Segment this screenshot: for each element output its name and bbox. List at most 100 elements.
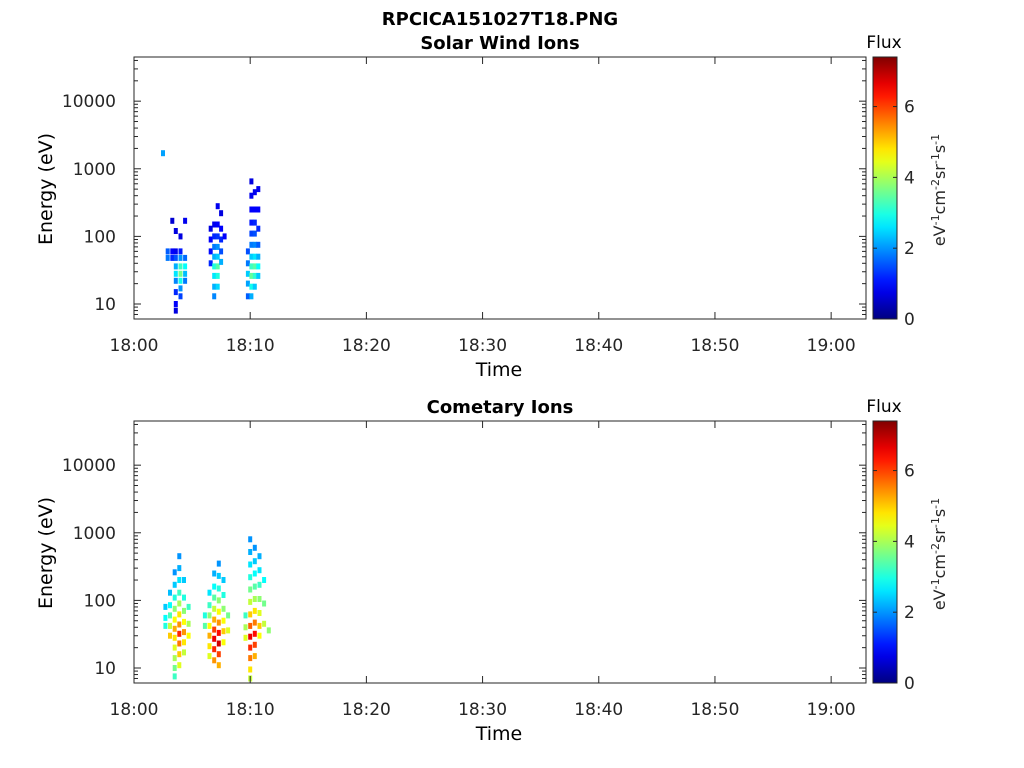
cometary-cell (221, 639, 226, 646)
cometary-cell (248, 598, 253, 605)
cometary-cell (248, 644, 253, 651)
solar-wind-cell (222, 233, 227, 240)
cometary-cell (243, 634, 248, 641)
cometary-cell (226, 627, 231, 634)
cometary-cell (168, 589, 172, 596)
solar-wind-cell (183, 270, 188, 277)
cometary-cell (216, 585, 221, 592)
solar-wind-x-tick-label: 19:00 (807, 336, 856, 356)
solar-wind-cell (212, 283, 217, 290)
cometary-cell (172, 625, 177, 632)
cometary-cell (212, 616, 217, 623)
cometary-cell (252, 583, 257, 590)
solar-wind-cell (173, 307, 178, 314)
solar-wind-cell (249, 253, 254, 260)
solar-wind-cell (256, 241, 261, 248)
cometary-cell (216, 640, 221, 647)
cometary-colorbar-tick-label: 0 (904, 674, 915, 694)
cometary-cell (207, 622, 212, 629)
cometary-cell (177, 640, 182, 647)
cometary-cell (266, 627, 271, 634)
cometary-cell (252, 570, 257, 577)
cometary-y-tick-label: 10 (94, 659, 116, 679)
cometary-cell (186, 603, 191, 610)
cometary-colorbar-unit-label: eV-1cm-2sr-1s-1 (929, 498, 950, 610)
solar-wind-cell (249, 230, 254, 237)
cometary-cell (252, 641, 257, 648)
solar-wind-cell (256, 225, 261, 232)
solar-wind-cell (212, 221, 217, 228)
cometary-plot-area: 18:00 18:10 18:20 18:30 18:40 18:50 19:00 10 100… (62, 420, 867, 720)
figure-title: RPCICA151027T18.PNG (382, 9, 618, 30)
cometary-cell (182, 649, 186, 656)
cometary-colorbar-tick-label: 6 (904, 462, 915, 482)
cometary-x-tick-label: 18:20 (342, 700, 391, 720)
cometary-colorbar-gradient (872, 420, 898, 684)
solar-wind-cell (208, 236, 213, 243)
cometary-cell (248, 586, 253, 593)
cometary-cell (257, 610, 262, 616)
cometary-cell (257, 596, 262, 602)
ylabel-cometary: Energy (eV) (35, 497, 57, 609)
solar-wind-cell (215, 233, 220, 240)
cometary-cell (212, 646, 217, 653)
cometary-cell (216, 662, 221, 669)
cometary-cell (202, 612, 207, 619)
cometary-cell (172, 605, 177, 612)
cometary-cell (207, 589, 212, 596)
solar-wind-cell (252, 253, 257, 260)
cometary-cell (177, 553, 182, 560)
cometary-x-tick-label: 18:50 (690, 700, 739, 720)
solar-wind-x-tick-label: 18:40 (574, 336, 623, 356)
cometary-cell (221, 628, 226, 635)
solar-wind-colorbar-tick-label: 4 (904, 168, 915, 188)
solar-wind-cell (249, 293, 254, 300)
cometary-cell (212, 583, 217, 590)
solar-wind-cell (173, 254, 178, 261)
cometary-cell (168, 632, 172, 639)
solar-wind-cell (173, 270, 178, 277)
cometary-cell (212, 605, 217, 612)
solar-wind-cell (178, 285, 183, 292)
solar-wind-cell (252, 272, 257, 279)
solar-wind-cell (215, 203, 220, 210)
cometary-cell (172, 644, 177, 651)
cometary-cell (221, 577, 226, 583)
cometary-x-tick-label: 19:00 (807, 700, 856, 720)
solar-wind-cell (219, 258, 224, 265)
solar-wind-cell (245, 270, 250, 277)
solar-wind-cell (219, 210, 224, 217)
solar-wind-cell (165, 254, 170, 261)
cometary-cell (257, 632, 262, 639)
cometary-cell (257, 553, 262, 560)
solar-wind-cell (208, 260, 213, 267)
cometary-cell (216, 572, 221, 579)
cometary-x-tick-label: 18:00 (110, 700, 159, 720)
solar-wind-cell (249, 178, 254, 185)
cometary-cell (177, 577, 182, 583)
cometary-cell (262, 600, 267, 607)
solar-wind-colorbar-tick-label: 2 (904, 239, 915, 259)
solar-wind-cell (212, 272, 217, 279)
solar-wind-cell (249, 263, 254, 270)
cometary-cell (212, 635, 217, 642)
solar-wind-cell (252, 230, 257, 237)
cometary-cell (248, 549, 253, 555)
solar-wind-cell (183, 263, 188, 270)
cometary-cell (177, 651, 182, 658)
cometary-cell (172, 655, 177, 662)
solar-wind-colorbar-unit-label: eV-1cm-2sr-1s-1 (929, 134, 950, 246)
cometary-cell (212, 570, 217, 577)
cometary-cell (243, 612, 248, 619)
ylabel-solar-wind: Energy (eV) (35, 133, 57, 245)
solar-wind-cell (178, 277, 183, 284)
solar-wind-cell (215, 243, 220, 250)
cometary-cell (172, 594, 177, 601)
solar-wind-y-tick-label: 1000 (73, 160, 116, 180)
xlabel-cometary: Time (475, 723, 523, 745)
cometary-cell (252, 619, 257, 626)
solar-wind-cell (178, 254, 183, 261)
cometary-cell (207, 612, 212, 619)
solar-wind-cell (173, 301, 178, 307)
